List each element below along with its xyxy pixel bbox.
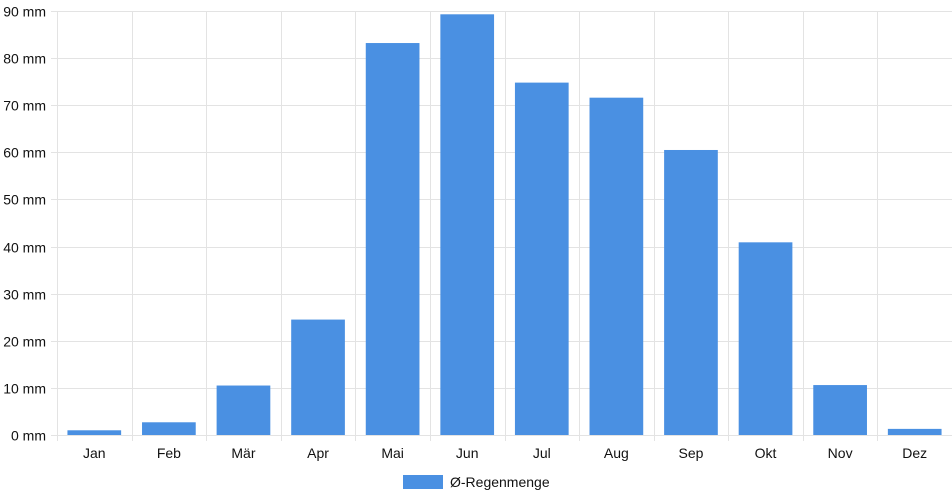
y-tick-label: 10 mm (3, 381, 46, 397)
bar-dez[interactable] (887, 428, 942, 435)
bar-feb[interactable] (142, 422, 196, 435)
bar-mär[interactable] (216, 385, 271, 435)
bar-mai[interactable] (365, 43, 420, 435)
x-tick-label: Jun (456, 445, 479, 461)
x-tick-label: Sep (678, 445, 703, 461)
bar-jul[interactable] (514, 82, 569, 436)
x-tick-label: Jan (83, 445, 106, 461)
y-tick-label: 90 mm (3, 4, 46, 20)
y-tick-label: 80 mm (3, 51, 46, 67)
bar-jan[interactable] (67, 430, 122, 435)
y-tick-label: 40 mm (3, 240, 46, 256)
x-tick-label: Apr (307, 445, 329, 461)
x-tick-label: Dez (902, 445, 927, 461)
y-tick-label: 20 mm (3, 334, 46, 350)
bar-jun[interactable] (440, 14, 495, 436)
x-tick-label: Feb (157, 445, 181, 461)
legend-label[interactable]: Ø-Regenmenge (450, 474, 550, 490)
x-axis: Jan Feb Mär Apr Mai Jun Jul Aug Sep Okt Nov Dez (83, 445, 927, 461)
bar-okt[interactable] (738, 242, 793, 435)
bars (67, 14, 942, 436)
y-tick-label: 50 mm (3, 192, 46, 208)
y-tick-label: 60 mm (3, 145, 46, 161)
y-axis: 0 mm 10 mm 20 mm 30 mm 40 mm 50 mm 60 mm 70 mm 8… (3, 4, 46, 444)
x-tick-label: Nov (828, 445, 853, 461)
grid (51, 11, 952, 441)
y-tick-label: 30 mm (3, 287, 46, 303)
bar-nov[interactable] (813, 385, 867, 435)
y-tick-label: 70 mm (3, 98, 46, 114)
bar-apr[interactable] (291, 319, 345, 435)
x-tick-label: Aug (604, 445, 629, 461)
bar-sep[interactable] (664, 149, 718, 436)
x-tick-label: Jul (533, 445, 551, 461)
legend[interactable]: Ø-Regenmenge (403, 474, 550, 490)
y-tick-label: 0 mm (11, 428, 46, 444)
bar-aug[interactable] (589, 97, 644, 436)
x-tick-label: Mai (381, 445, 404, 461)
legend-swatch[interactable] (403, 475, 443, 489)
x-tick-label: Okt (755, 445, 777, 461)
x-tick-label: Mär (231, 445, 255, 461)
